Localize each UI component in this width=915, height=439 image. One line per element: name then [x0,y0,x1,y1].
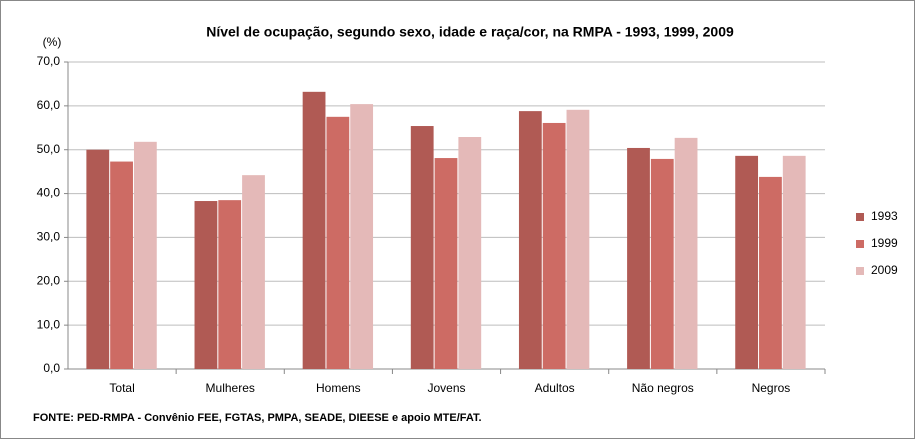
bar [302,91,326,369]
bar [434,158,458,369]
x-tick-label: Negros [752,381,791,395]
source-note: FONTE: PED-RMPA - Convênio FEE, FGTAS, P… [33,412,482,424]
legend-swatch [856,213,864,221]
bar [110,161,133,369]
bar [86,149,110,369]
bar [650,158,674,369]
x-tick-label: Não negros [632,381,694,395]
bar [133,141,157,369]
y-tick-label: 0,0 [43,361,60,375]
y-tick-label: 20,0 [37,273,61,287]
x-tick-label: Homens [316,381,361,395]
chart-title: Nível de ocupação, segundo sexo, idade e… [206,24,734,40]
legend-swatch [856,267,864,275]
legend-label: 2009 [871,263,898,277]
legend-swatch [856,240,864,248]
bar [782,155,806,369]
legend-label: 1993 [871,209,898,223]
bar [627,147,650,369]
y-tick-label: 60,0 [37,98,61,112]
bar [759,176,782,369]
y-tick-label: 40,0 [37,186,61,200]
y-tick-label: 30,0 [37,230,61,244]
bar [735,155,759,369]
y-tick-label: 70,0 [37,54,61,68]
x-tick-label: Jovens [427,381,465,395]
bar [518,111,542,370]
x-tick-label: Adultos [535,381,575,395]
x-tick-label: Total [109,381,134,395]
bar [458,136,482,369]
bar [242,175,265,369]
bar [350,104,374,370]
y-tick-label: 50,0 [37,142,61,156]
bar [542,122,566,369]
y-axis-label: (%) [43,35,62,49]
bar [326,116,350,369]
bar [410,126,434,369]
bar [218,200,242,369]
y-tick-label: 10,0 [37,317,61,331]
bar [194,201,218,369]
bar [674,137,698,369]
x-tick-label: Mulheres [206,381,255,395]
legend-label: 1999 [871,236,898,250]
bar [566,109,590,369]
